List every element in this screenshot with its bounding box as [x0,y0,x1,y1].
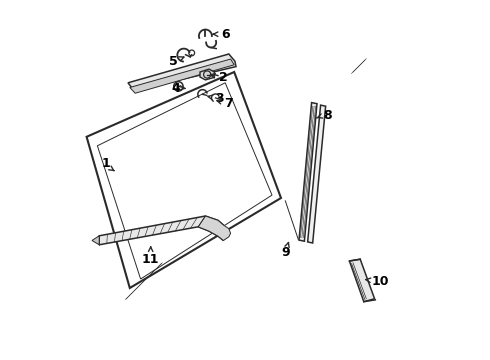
Polygon shape [128,54,236,91]
Text: 4: 4 [172,82,180,95]
Text: 9: 9 [281,246,290,258]
Text: 1: 1 [102,157,111,170]
Text: 10: 10 [371,275,389,288]
Text: 7: 7 [224,97,233,110]
Polygon shape [198,216,231,240]
Text: 2: 2 [219,71,228,84]
Polygon shape [349,259,374,302]
Text: 3: 3 [216,93,224,105]
Text: 5: 5 [169,55,177,68]
Polygon shape [200,69,215,80]
Polygon shape [130,59,234,93]
Text: 8: 8 [323,109,332,122]
Text: 6: 6 [221,28,229,41]
Text: 11: 11 [142,253,159,266]
Polygon shape [99,216,223,245]
Polygon shape [92,236,99,245]
Polygon shape [308,105,326,243]
Polygon shape [299,103,317,241]
Circle shape [176,84,180,89]
